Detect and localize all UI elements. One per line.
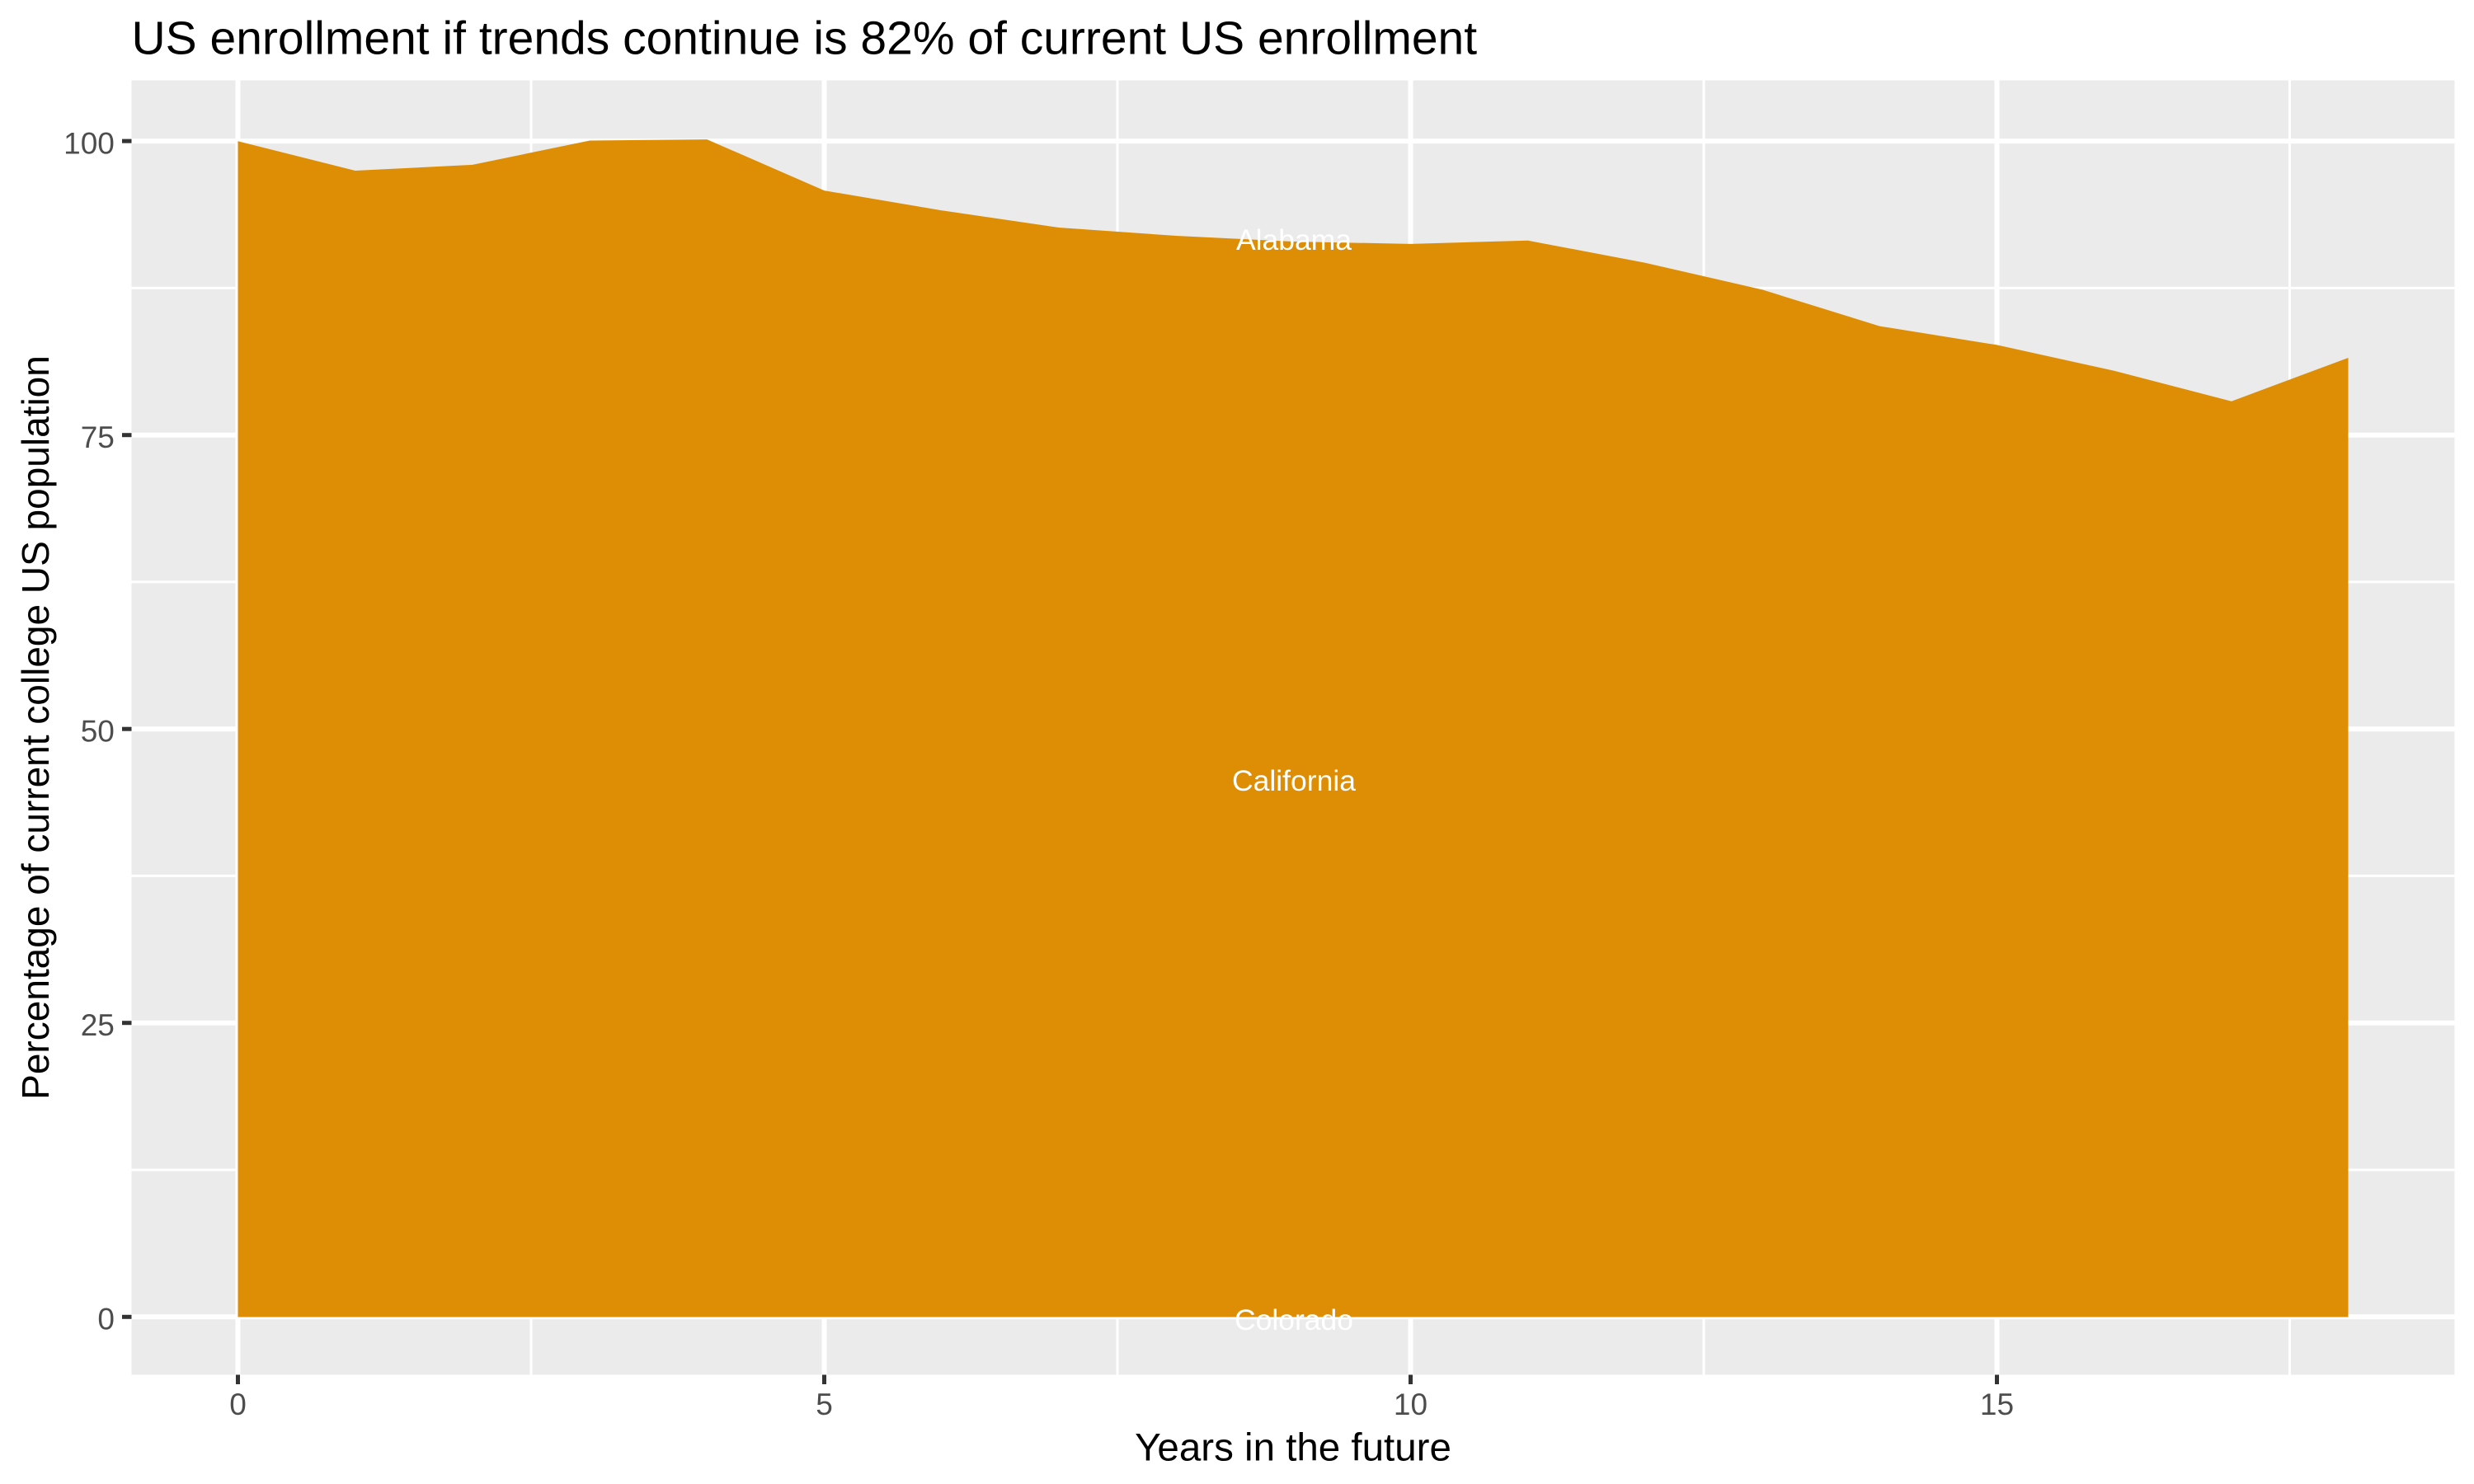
svg-text:0: 0 <box>229 1388 247 1421</box>
svg-text:Percentage of current college: Percentage of current college US populat… <box>14 355 57 1100</box>
svg-text:75: 75 <box>81 420 115 454</box>
svg-text:15: 15 <box>1980 1388 2014 1421</box>
svg-text:100: 100 <box>63 127 115 161</box>
svg-text:5: 5 <box>816 1388 833 1421</box>
svg-text:Alabama: Alabama <box>1236 223 1352 256</box>
svg-text:Colorado: Colorado <box>1235 1303 1353 1336</box>
svg-text:0: 0 <box>97 1303 115 1336</box>
svg-text:25: 25 <box>81 1008 115 1042</box>
svg-text:US enrollment if trends contin: US enrollment if trends continue is 82% … <box>132 12 1478 65</box>
svg-text:10: 10 <box>1394 1388 1427 1421</box>
svg-text:Years in the future: Years in the future <box>1135 1426 1451 1470</box>
svg-text:50: 50 <box>81 715 115 749</box>
svg-text:California: California <box>1232 764 1356 797</box>
